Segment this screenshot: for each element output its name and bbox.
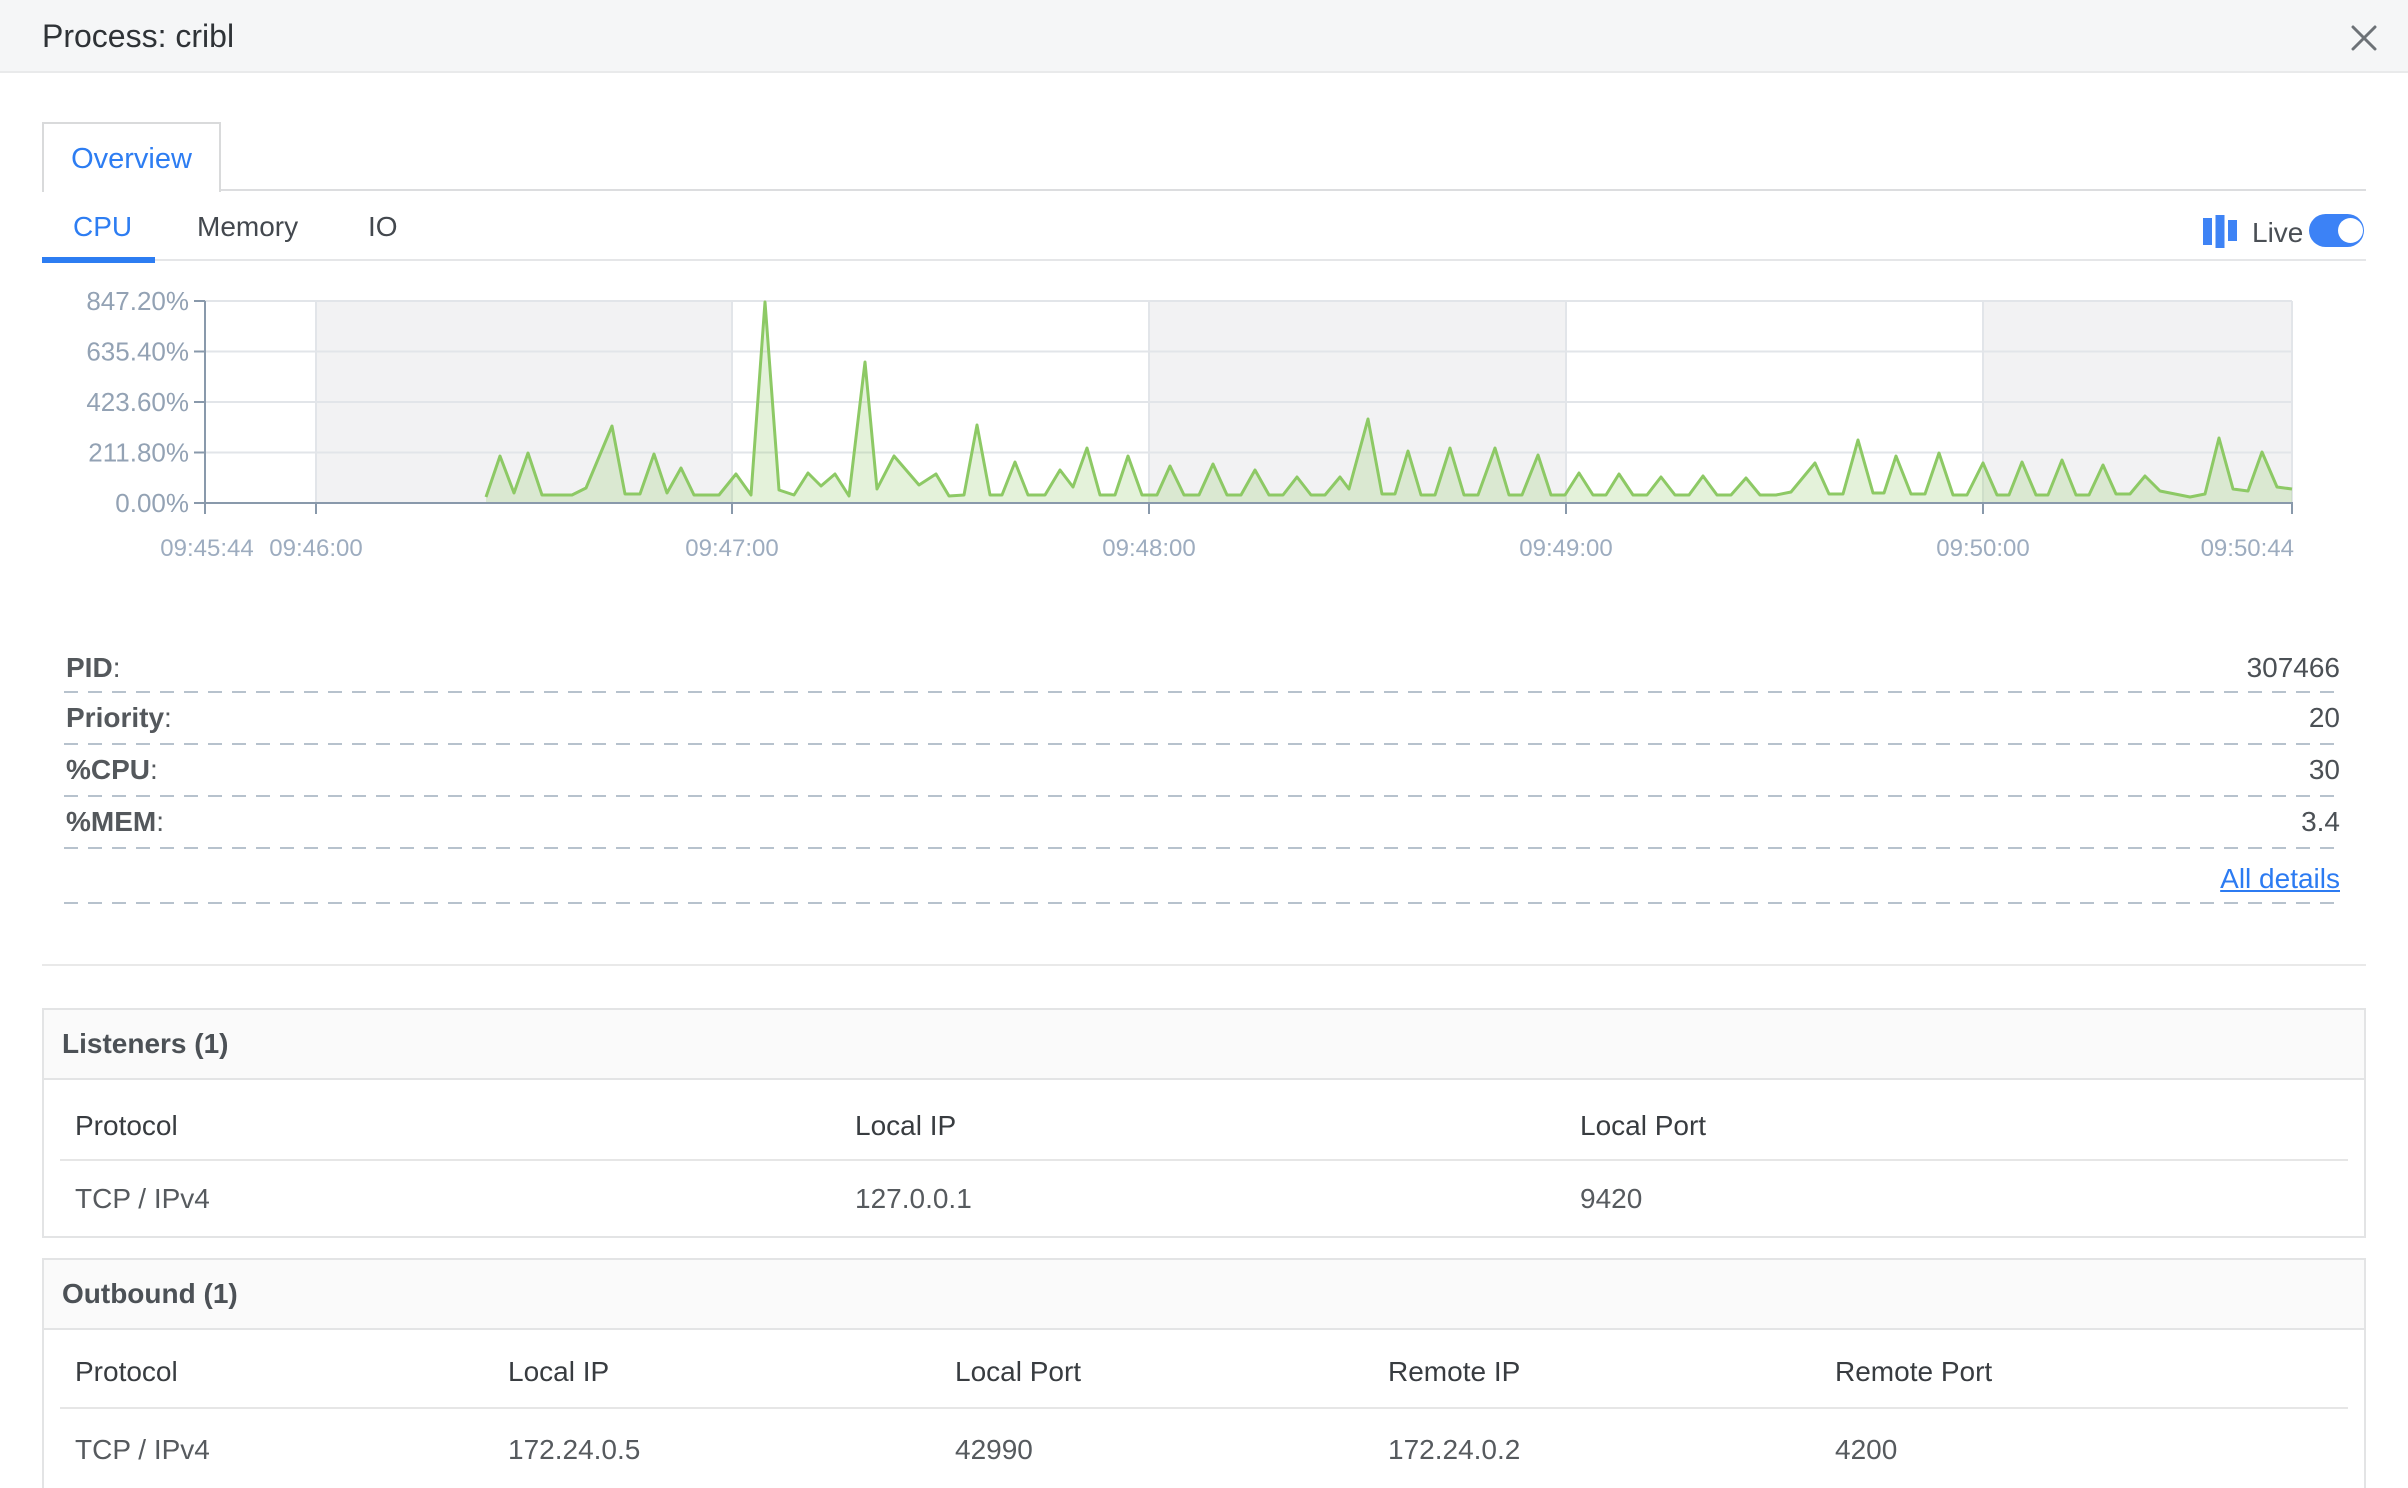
svg-text:09:47:00: 09:47:00 [685,535,778,562]
svg-text:09:50:44: 09:50:44 [2201,535,2294,562]
svg-text:635.40%: 635.40% [86,337,189,367]
svg-text:0.00%: 0.00% [115,488,189,518]
svg-text:09:45:44: 09:45:44 [160,535,253,562]
svg-text:847.20%: 847.20% [86,286,189,316]
svg-text:09:50:00: 09:50:00 [1936,535,2029,562]
svg-text:09:48:00: 09:48:00 [1102,535,1195,562]
svg-text:09:49:00: 09:49:00 [1519,535,1612,562]
svg-text:423.60%: 423.60% [86,387,189,417]
svg-text:211.80%: 211.80% [88,438,189,468]
svg-text:09:46:00: 09:46:00 [269,535,362,562]
